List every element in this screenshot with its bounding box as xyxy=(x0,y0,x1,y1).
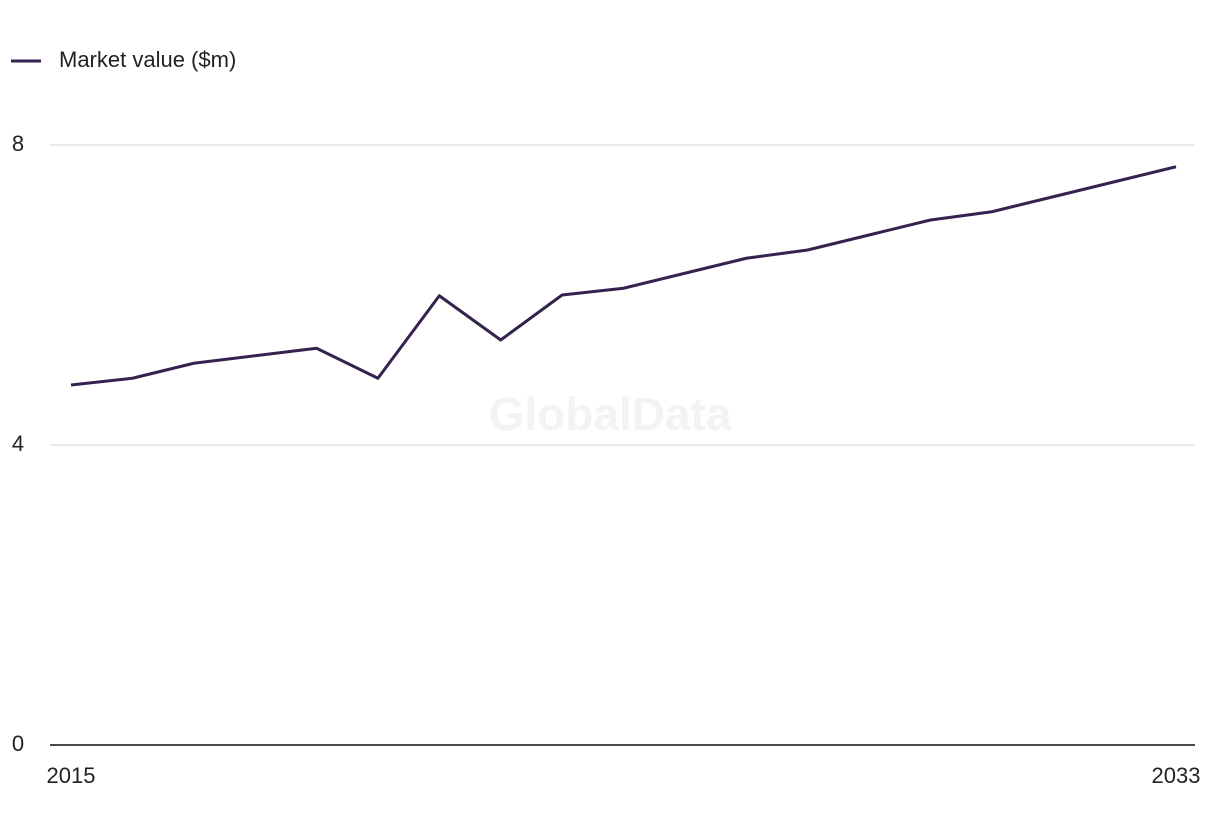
line-series xyxy=(70,165,1177,387)
y-tick-label: 4 xyxy=(12,431,24,456)
x-tick-label: 2015 xyxy=(47,763,96,788)
x-tick-label: 2033 xyxy=(1152,763,1201,788)
watermark: GlobalData xyxy=(489,388,732,440)
legend-label: Market value ($m) xyxy=(59,47,236,72)
y-tick-label: 8 xyxy=(12,131,24,156)
y-tick-label: 0 xyxy=(12,731,24,756)
